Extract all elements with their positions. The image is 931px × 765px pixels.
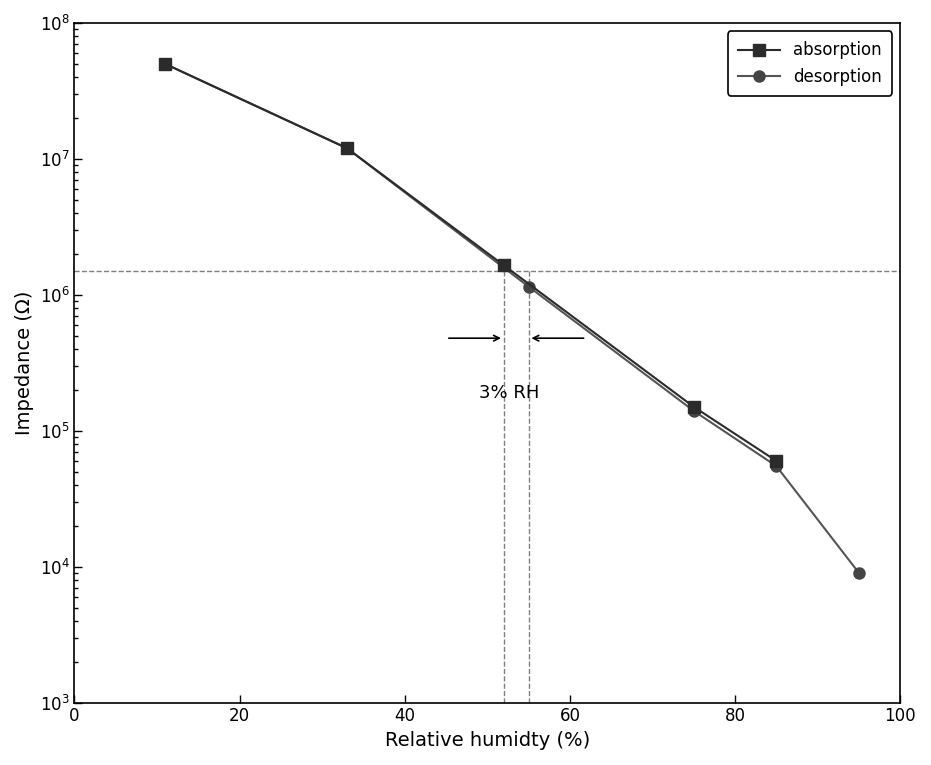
Line: desorption: desorption (160, 58, 865, 578)
absorption (771, 457, 782, 466)
desorption (523, 282, 534, 291)
desorption (771, 461, 782, 470)
X-axis label: Relative humidty (%): Relative humidty (%) (385, 731, 590, 750)
absorption (688, 402, 699, 412)
desorption (854, 568, 865, 578)
absorption (342, 144, 353, 153)
Y-axis label: Impedance (Ω): Impedance (Ω) (15, 291, 34, 435)
absorption (160, 60, 171, 69)
desorption (688, 406, 699, 415)
Legend: absorption, desorption: absorption, desorption (728, 31, 892, 96)
absorption (498, 261, 509, 270)
Text: 3% RH: 3% RH (479, 384, 539, 402)
Line: absorption: absorption (160, 58, 782, 467)
desorption (342, 144, 353, 153)
desorption (160, 60, 171, 69)
